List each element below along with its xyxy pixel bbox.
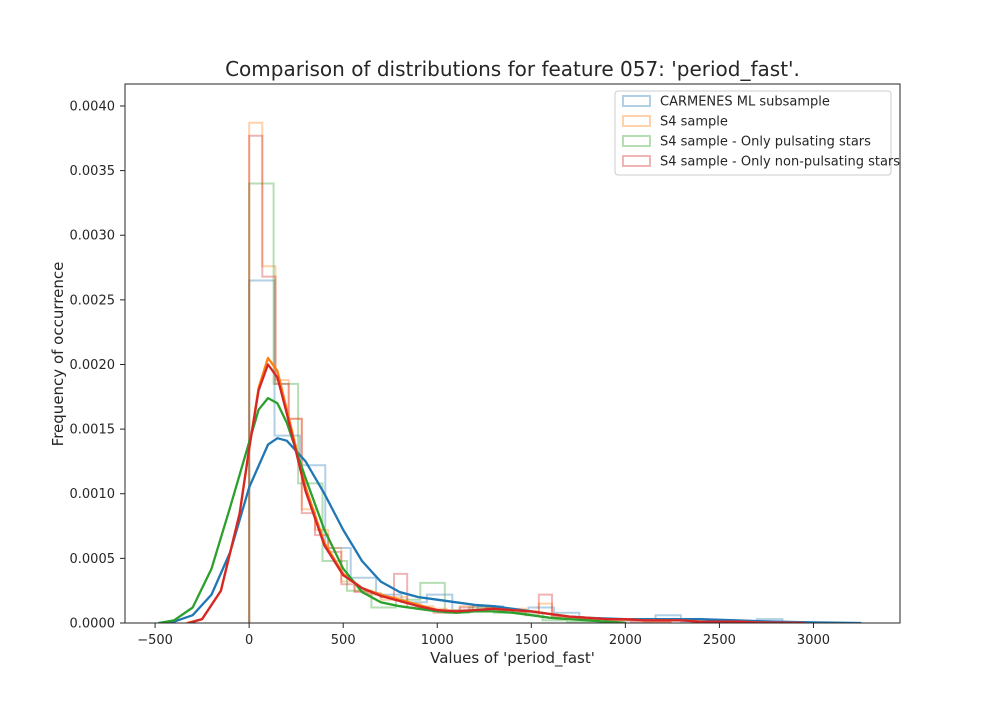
kde-curve-1 bbox=[157, 437, 862, 623]
y-tick-label: 0.0030 bbox=[70, 229, 116, 244]
x-tick-label: 3000 bbox=[797, 633, 830, 648]
x-axis-ticks: −500 0 500 1000 1500 2000 2500 3000 bbox=[137, 623, 830, 648]
y-tick-label: 0.0035 bbox=[70, 164, 116, 179]
kde-curve-3 bbox=[157, 396, 627, 623]
legend-swatch-1 bbox=[622, 95, 651, 107]
x-axis-label: Values of 'period_fast' bbox=[430, 649, 595, 668]
legend-swatch-4 bbox=[622, 155, 651, 167]
legend-label-1: CARMENES ML subsample bbox=[660, 95, 830, 110]
x-tick-label: 1500 bbox=[515, 633, 548, 648]
legend-label-3: S4 sample - Only pulsating stars bbox=[660, 135, 871, 150]
legend-box bbox=[614, 90, 892, 176]
y-axis-ticks: 0.0000 0.0005 0.0010 0.0015 0.0020 0.0025 0.00… bbox=[70, 99, 125, 632]
x-tick-label: 1000 bbox=[421, 633, 454, 648]
legend-label-4: S4 sample - Only non-pulsating stars bbox=[660, 155, 900, 170]
x-tick-label: 2000 bbox=[609, 633, 642, 648]
plot-area-frame bbox=[124, 83, 901, 624]
legend: CARMENES ML subsample S4 sample S4 sample … bbox=[614, 90, 900, 176]
x-tick-label: 2500 bbox=[703, 633, 736, 648]
y-tick-label: 0.0000 bbox=[70, 617, 116, 632]
histogram-1 bbox=[248, 279, 784, 623]
histogram-3 bbox=[248, 182, 617, 623]
y-tick-label: 0.0005 bbox=[70, 552, 116, 567]
y-tick-label: 0.0010 bbox=[70, 487, 116, 502]
legend-label-2: S4 sample bbox=[660, 115, 728, 130]
y-tick-label: 0.0020 bbox=[70, 358, 116, 373]
x-tick-label: 500 bbox=[331, 633, 356, 648]
x-tick-label: −500 bbox=[137, 633, 173, 648]
legend-swatch-3 bbox=[622, 135, 651, 147]
kde-layer bbox=[157, 356, 862, 623]
chart-title: Comparison of distributions for feature … bbox=[225, 57, 800, 81]
y-axis-label: Frequency of occurrence bbox=[49, 262, 67, 447]
legend-swatch-2 bbox=[622, 115, 651, 127]
x-tick-label: 0 bbox=[245, 633, 253, 648]
y-tick-label: 0.0015 bbox=[70, 423, 116, 438]
y-tick-label: 0.0025 bbox=[70, 293, 116, 308]
y-tick-label: 0.0040 bbox=[70, 99, 116, 114]
kde-curve-4 bbox=[187, 363, 806, 623]
legend-items: CARMENES ML subsample S4 sample S4 sample … bbox=[622, 95, 900, 170]
